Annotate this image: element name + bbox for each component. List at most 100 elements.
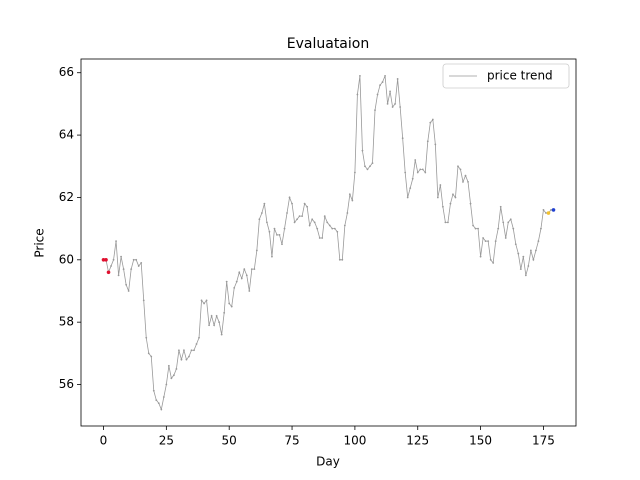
point <box>286 212 288 214</box>
point <box>313 221 316 224</box>
point <box>452 193 454 196</box>
point <box>454 196 457 199</box>
point <box>351 199 354 202</box>
point <box>512 227 515 230</box>
point <box>152 389 155 392</box>
point <box>431 118 434 121</box>
point <box>381 81 384 83</box>
y-tick-label: 64 <box>59 128 74 142</box>
point <box>311 218 314 221</box>
y-tick-label: 60 <box>59 252 74 266</box>
point <box>255 249 258 252</box>
point <box>120 255 122 258</box>
point <box>301 215 304 218</box>
point <box>140 262 143 264</box>
x-tick-label: 25 <box>159 434 174 448</box>
point <box>213 324 216 327</box>
point <box>394 103 397 105</box>
point <box>353 171 356 174</box>
point <box>343 224 346 227</box>
point <box>542 209 545 211</box>
point <box>233 286 236 289</box>
point <box>504 237 507 239</box>
point <box>399 106 402 108</box>
point <box>348 193 351 196</box>
x-tick-label: 125 <box>406 434 429 448</box>
point <box>271 255 273 258</box>
point <box>298 215 301 218</box>
point <box>401 137 404 140</box>
point <box>308 224 311 227</box>
point <box>127 290 130 292</box>
point <box>459 168 462 171</box>
highlight-point <box>106 270 111 275</box>
point <box>145 336 148 339</box>
point <box>346 212 349 214</box>
point <box>122 268 125 271</box>
point <box>165 383 168 386</box>
point <box>328 224 331 227</box>
point <box>396 78 399 80</box>
point <box>268 230 271 233</box>
highlight-point <box>101 258 106 262</box>
point <box>331 227 334 230</box>
point <box>235 280 238 283</box>
point <box>406 196 409 199</box>
point <box>374 109 376 112</box>
point <box>160 408 163 411</box>
point <box>183 349 185 352</box>
point <box>444 221 447 224</box>
point <box>178 349 180 352</box>
point <box>303 202 306 205</box>
point <box>112 258 115 261</box>
point <box>379 84 381 87</box>
point <box>439 184 442 186</box>
point <box>434 143 437 146</box>
point <box>253 268 256 271</box>
point <box>167 364 170 367</box>
point <box>245 274 248 277</box>
point <box>502 221 505 224</box>
point <box>464 174 467 177</box>
point <box>371 162 374 165</box>
point <box>155 399 158 402</box>
point <box>137 265 140 267</box>
point <box>170 377 173 380</box>
point <box>487 240 490 242</box>
point <box>238 271 241 274</box>
point <box>220 333 223 336</box>
point <box>228 302 231 305</box>
point <box>366 168 369 171</box>
point <box>509 218 512 221</box>
point <box>426 140 429 143</box>
point <box>296 218 298 221</box>
point <box>364 165 366 168</box>
point <box>477 227 479 230</box>
point <box>225 280 228 283</box>
point <box>208 324 210 327</box>
point <box>293 221 296 224</box>
point <box>281 243 283 246</box>
y-tick-label: 58 <box>59 315 74 329</box>
point <box>409 187 412 189</box>
x-tick-label: 0 <box>100 434 108 448</box>
point <box>522 255 525 258</box>
point <box>266 221 268 224</box>
point <box>424 171 427 174</box>
point <box>419 168 422 171</box>
point <box>416 171 419 174</box>
point <box>532 258 535 261</box>
point <box>540 227 542 230</box>
point <box>263 202 266 205</box>
point <box>190 349 193 352</box>
x-tick-label: 75 <box>284 434 299 448</box>
point <box>391 106 394 108</box>
point <box>545 212 547 214</box>
point <box>117 274 120 277</box>
point <box>414 159 417 161</box>
point <box>115 240 117 242</box>
point <box>550 209 552 211</box>
point <box>411 177 414 180</box>
x-tick-label: 175 <box>532 434 555 448</box>
